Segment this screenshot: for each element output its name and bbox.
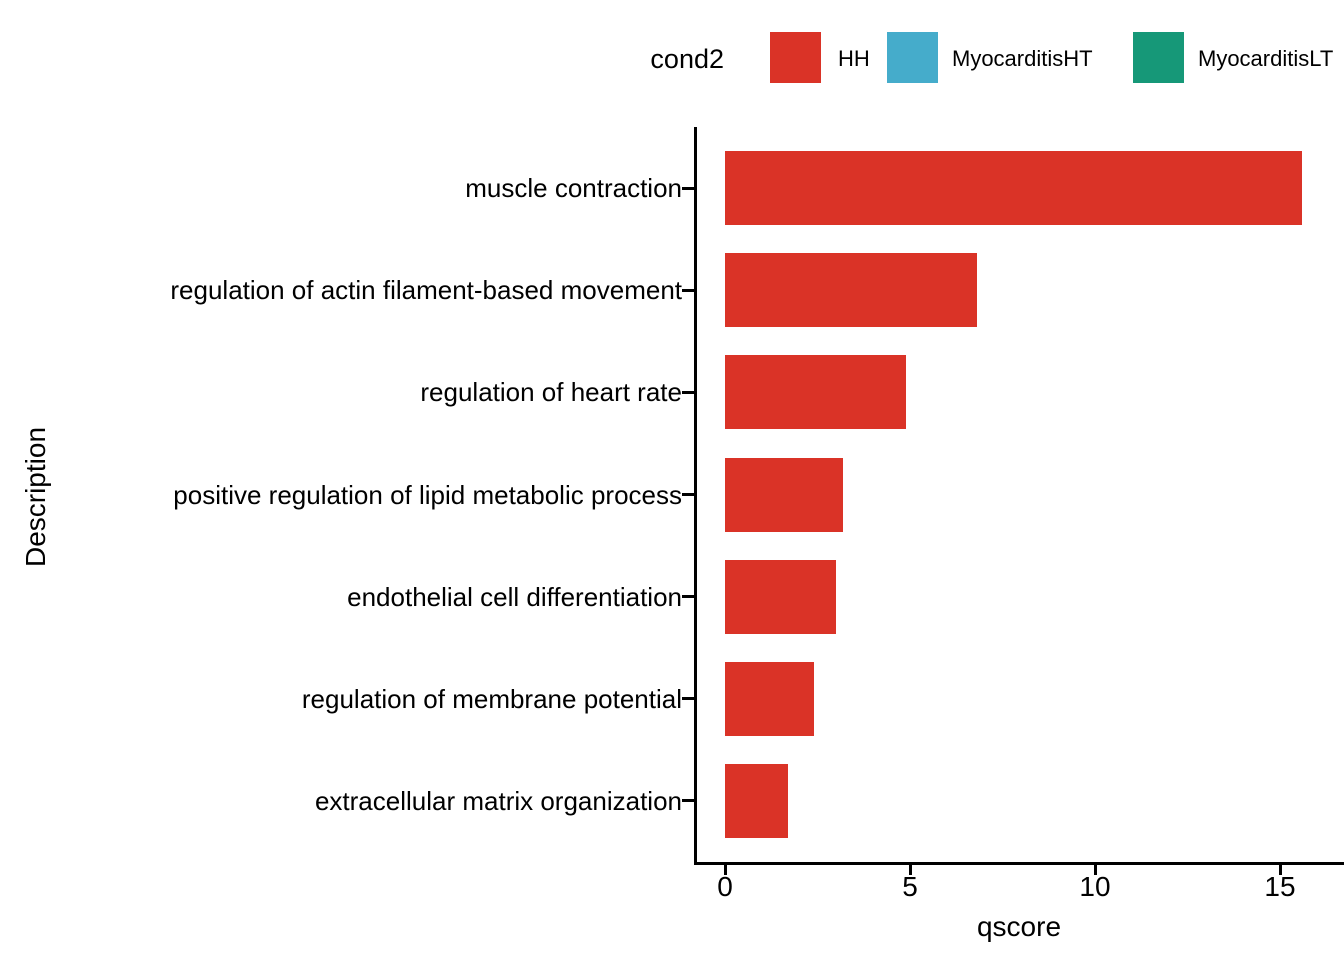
x-tick-label: 5 xyxy=(902,871,918,902)
bar xyxy=(725,253,977,328)
y-tick xyxy=(682,799,694,803)
y-tick xyxy=(682,186,694,190)
legend-swatch-hh xyxy=(770,32,821,83)
y-tick xyxy=(682,390,694,394)
y-tick xyxy=(682,697,694,701)
bar xyxy=(725,355,907,430)
legend-swatch-myocarditisht xyxy=(887,32,938,83)
x-tick xyxy=(908,865,912,875)
x-tick-label: 0 xyxy=(717,871,733,902)
legend-swatch-myocarditislt xyxy=(1133,32,1184,83)
x-tick xyxy=(723,865,727,875)
y-tick xyxy=(682,595,694,599)
category-label: endothelial cell differentiation xyxy=(347,581,682,612)
plot-panel: 0 5 10 15 xyxy=(682,127,1344,902)
category-label: extracellular matrix organization xyxy=(314,785,682,816)
bar xyxy=(725,559,836,634)
legend-label-myocarditislt: MyocarditisLT xyxy=(1198,46,1334,71)
category-label: muscle contraction xyxy=(465,173,682,204)
bar xyxy=(725,661,814,736)
x-tick xyxy=(1278,865,1282,875)
x-tick xyxy=(1093,865,1097,875)
x-tick-label: 15 xyxy=(1264,871,1296,902)
y-tick xyxy=(682,493,694,496)
y-tick xyxy=(682,288,694,292)
y-axis-labels: muscle contraction regulation of actin fi… xyxy=(0,127,682,862)
category-label: regulation of membrane potential xyxy=(301,683,682,714)
category-label: regulation of actin filament-based movem… xyxy=(170,275,682,306)
legend-title: cond2 xyxy=(650,44,724,74)
legend-label-myocarditisht: MyocarditisHT xyxy=(952,46,1093,71)
x-axis-title: qscore xyxy=(976,911,1062,942)
category-label: regulation of heart rate xyxy=(420,377,682,408)
bar xyxy=(725,763,788,838)
bar xyxy=(725,457,844,532)
category-label: positive regulation of lipid metabolic p… xyxy=(173,479,682,510)
legend-label-hh: HH xyxy=(838,46,870,71)
bar xyxy=(725,151,1303,226)
x-tick-label: 10 xyxy=(1079,871,1111,902)
